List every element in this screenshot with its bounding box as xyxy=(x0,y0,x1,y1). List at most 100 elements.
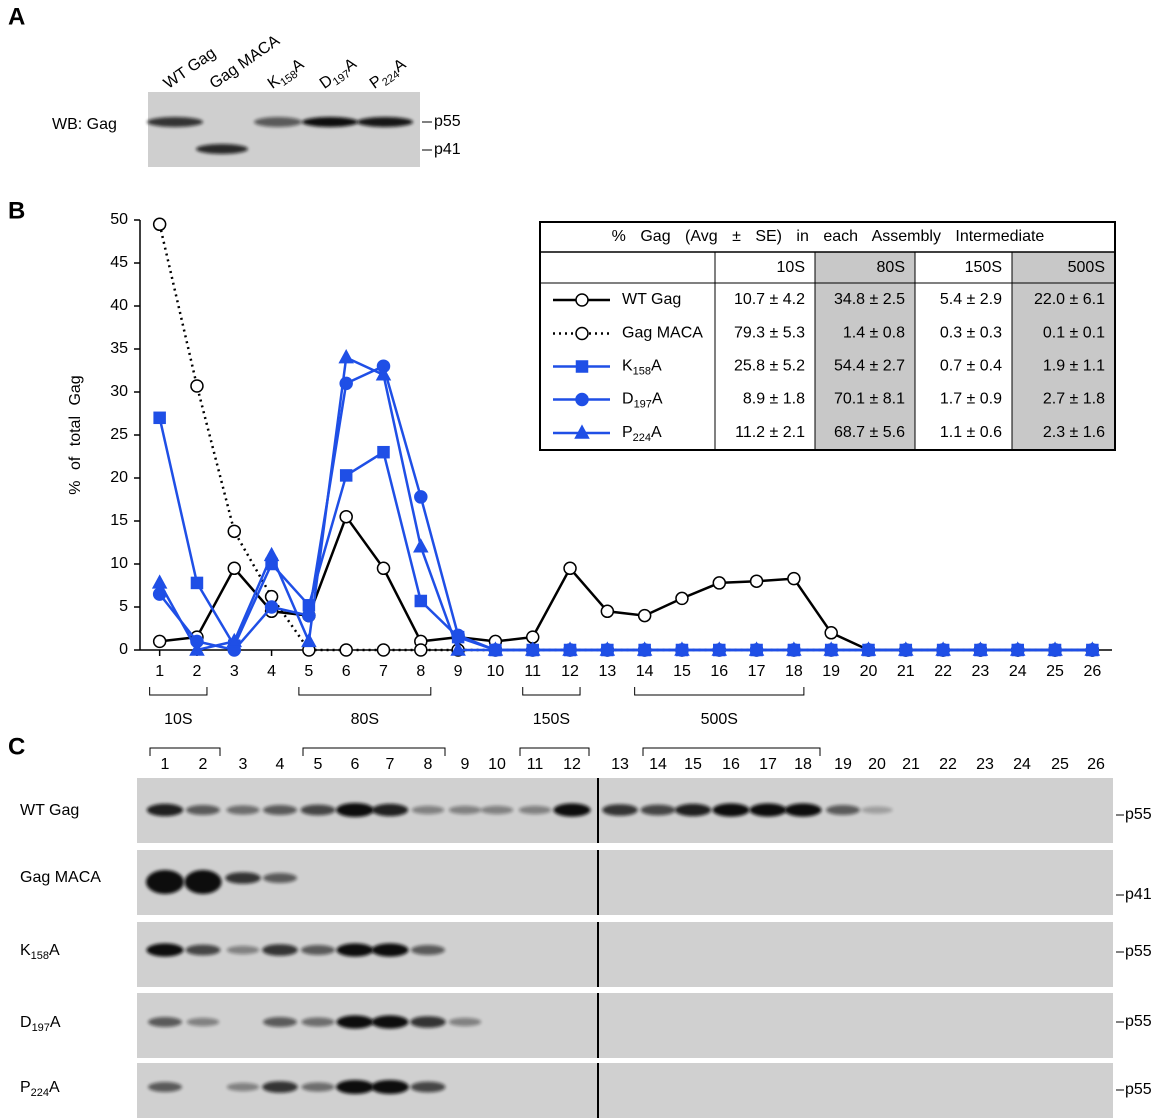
legend-entry xyxy=(553,326,610,341)
x-tick-label: 15 xyxy=(673,663,691,680)
table-cell: 5.4 ± 2.9 xyxy=(940,291,1002,308)
lane-number: 1 xyxy=(161,756,170,773)
point xyxy=(414,594,428,608)
blot-strip xyxy=(137,922,1113,987)
row-label: D197A xyxy=(20,1014,61,1034)
pool-label: 10S xyxy=(164,711,192,728)
point xyxy=(675,591,689,606)
table-cell: 68.7 ± 5.6 xyxy=(834,424,905,441)
row-label-part: P xyxy=(20,1079,31,1096)
size-marker: p55 xyxy=(1125,943,1152,960)
point xyxy=(562,641,578,656)
blot-band xyxy=(226,805,260,815)
table-cell: 10.7 ± 4.2 xyxy=(734,291,805,308)
table-cell: 11.2 ± 2.1 xyxy=(735,424,805,441)
point xyxy=(524,641,541,656)
lane-number: 24 xyxy=(1013,756,1031,773)
lane-number: 21 xyxy=(902,756,920,773)
legend-label-part: D xyxy=(622,391,634,408)
point xyxy=(264,600,279,614)
legend-label: P224A xyxy=(622,424,662,444)
y-tick-label: 25 xyxy=(110,426,128,443)
point xyxy=(153,411,166,425)
row-label-part: 197 xyxy=(32,1022,50,1034)
legend-label-part: A xyxy=(652,391,663,408)
x-tick-label: 26 xyxy=(1083,663,1101,680)
blot-band xyxy=(262,1081,298,1093)
point xyxy=(563,561,577,576)
blot-band xyxy=(263,873,297,883)
legend-label-part: K xyxy=(622,358,633,375)
point xyxy=(860,641,877,656)
pool-bracket xyxy=(522,687,581,696)
legend-marker xyxy=(575,326,589,341)
blot-band xyxy=(148,1017,182,1027)
row-label: K158A xyxy=(20,942,60,962)
x-tick-label: 23 xyxy=(972,663,990,680)
table-cell: 0.7 ± 0.4 xyxy=(940,358,1002,375)
point xyxy=(823,641,839,656)
lane-number: 26 xyxy=(1087,756,1105,773)
lane-label: D197A xyxy=(317,55,362,95)
x-tick-label: 21 xyxy=(897,663,915,680)
table-cell: 1.4 ± 0.8 xyxy=(843,325,905,342)
blot-band xyxy=(357,117,413,127)
y-tick-label: 0 xyxy=(119,641,128,658)
table-cell: 70.1 ± 8.1 xyxy=(834,391,905,408)
blot-band xyxy=(371,1080,409,1094)
legend-entry xyxy=(553,392,610,407)
lane-number: 25 xyxy=(1051,756,1069,773)
legend-label-part: WT Gag xyxy=(622,291,681,308)
x-tick-label: 18 xyxy=(785,663,803,680)
size-marker: p55 xyxy=(1125,1081,1152,1098)
y-tick-label: 50 xyxy=(110,211,128,228)
blot-band xyxy=(146,803,184,817)
point xyxy=(189,641,205,656)
point xyxy=(227,524,242,539)
blot-band xyxy=(826,805,860,815)
x-tick-label: 16 xyxy=(710,663,728,680)
point xyxy=(375,366,392,381)
x-tick-label: 12 xyxy=(561,663,579,680)
column-shade xyxy=(1012,252,1115,450)
row-label-part: 224 xyxy=(31,1087,49,1099)
y-tick-label: 5 xyxy=(119,598,128,615)
blot-band xyxy=(301,1017,335,1027)
table-cell: 79.3 ± 5.3 xyxy=(734,325,805,342)
point xyxy=(674,641,690,656)
size-marker: p55 xyxy=(1125,806,1152,823)
blot-band xyxy=(146,943,184,957)
blot-band xyxy=(411,805,445,815)
lane-bracket xyxy=(519,747,590,756)
lane-number: 12 xyxy=(563,756,581,773)
blot-band xyxy=(448,1017,482,1027)
panel-label: A xyxy=(8,3,25,30)
lane-number: 3 xyxy=(239,756,248,773)
blot-strip xyxy=(137,1063,1113,1118)
series-line xyxy=(159,514,1093,652)
point xyxy=(339,469,353,482)
blot-band xyxy=(262,944,298,956)
column-header: 150S xyxy=(965,259,1002,276)
point xyxy=(376,561,391,576)
row-label-part: A xyxy=(49,942,60,959)
table-cell: 1.1 ± 0.6 xyxy=(940,424,1002,441)
table-cell: 2.7 ± 1.8 xyxy=(1043,391,1105,408)
point xyxy=(338,349,354,364)
row-label: P224A xyxy=(20,1079,60,1099)
series xyxy=(151,349,1101,656)
lane-number: 5 xyxy=(314,756,323,773)
point xyxy=(1009,641,1026,656)
blot-band xyxy=(749,803,787,817)
blot-band xyxy=(371,943,409,957)
y-tick-label: 40 xyxy=(110,297,128,314)
point xyxy=(972,641,989,656)
blot-band xyxy=(336,803,374,817)
table-cell: 1.7 ± 0.9 xyxy=(940,391,1002,408)
blot-band xyxy=(196,144,248,154)
blot-band xyxy=(640,804,676,816)
point xyxy=(227,561,242,576)
row-label-part: A xyxy=(50,1014,61,1031)
point xyxy=(152,217,167,232)
x-tick-label: 20 xyxy=(860,663,878,680)
